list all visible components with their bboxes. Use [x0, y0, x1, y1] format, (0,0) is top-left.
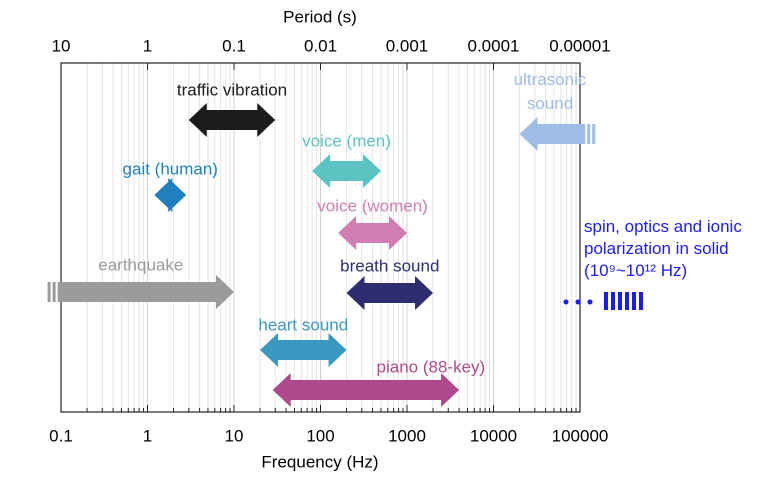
top-tick-label: 0.01: [304, 36, 337, 55]
range-label-box: ultrasonic sound: [513, 70, 587, 113]
bar: [604, 292, 608, 310]
bar: [625, 292, 629, 310]
range-label: voice (men): [302, 131, 391, 150]
dot: [587, 299, 593, 305]
dot: [575, 299, 581, 305]
annotation-box: spin, optics and ionic polarization in s…: [584, 217, 742, 280]
solid-marker: [563, 292, 643, 310]
bar: [632, 292, 636, 310]
x-tick-label: 10: [225, 426, 244, 445]
top-tick-label: 0.0001: [468, 36, 520, 55]
x-axis-title: Frequency (Hz): [261, 452, 378, 471]
x-tick-label: 100: [306, 426, 334, 445]
x-tick-label: 0.1: [49, 426, 73, 445]
range-arrow: [260, 333, 347, 367]
range-label: gait (human): [123, 159, 218, 178]
bar: [611, 292, 615, 310]
bar: [639, 292, 643, 310]
range-label: breath sound: [340, 256, 439, 275]
top-tick-label: 0.00001: [549, 36, 610, 55]
top-tick-label: 0.001: [386, 36, 429, 55]
range-arrow: [154, 178, 187, 212]
range-arrow: [519, 117, 596, 151]
range-label: piano (88-key): [377, 357, 486, 376]
range-arrow: [47, 275, 234, 309]
range-arrow: [338, 216, 407, 250]
range-label: heart sound: [258, 315, 348, 334]
range-arrow: [188, 103, 276, 137]
x-tick-label: 1000: [388, 426, 426, 445]
range-label: traffic vibration: [177, 80, 287, 99]
range-arrow: [272, 373, 460, 407]
range-label: ultrasonic sound: [513, 70, 587, 113]
range-label: earthquake: [98, 255, 183, 274]
range-arrow: [312, 154, 381, 188]
top-tick-label: 0.1: [222, 36, 246, 55]
dot: [563, 299, 569, 305]
annotation: spin, optics and ionic polarization in s…: [584, 217, 742, 280]
x-tick-label: 100000: [552, 426, 609, 445]
x-tick-label: 1: [143, 426, 152, 445]
top-tick-label: 1: [143, 36, 152, 55]
x-tick-label: 10000: [470, 426, 517, 445]
bar: [618, 292, 622, 310]
top-axis-title: Period (s): [283, 7, 357, 26]
range-arrow: [346, 276, 434, 310]
top-tick-label: 10: [52, 36, 71, 55]
range-label: voice (women): [317, 196, 428, 215]
